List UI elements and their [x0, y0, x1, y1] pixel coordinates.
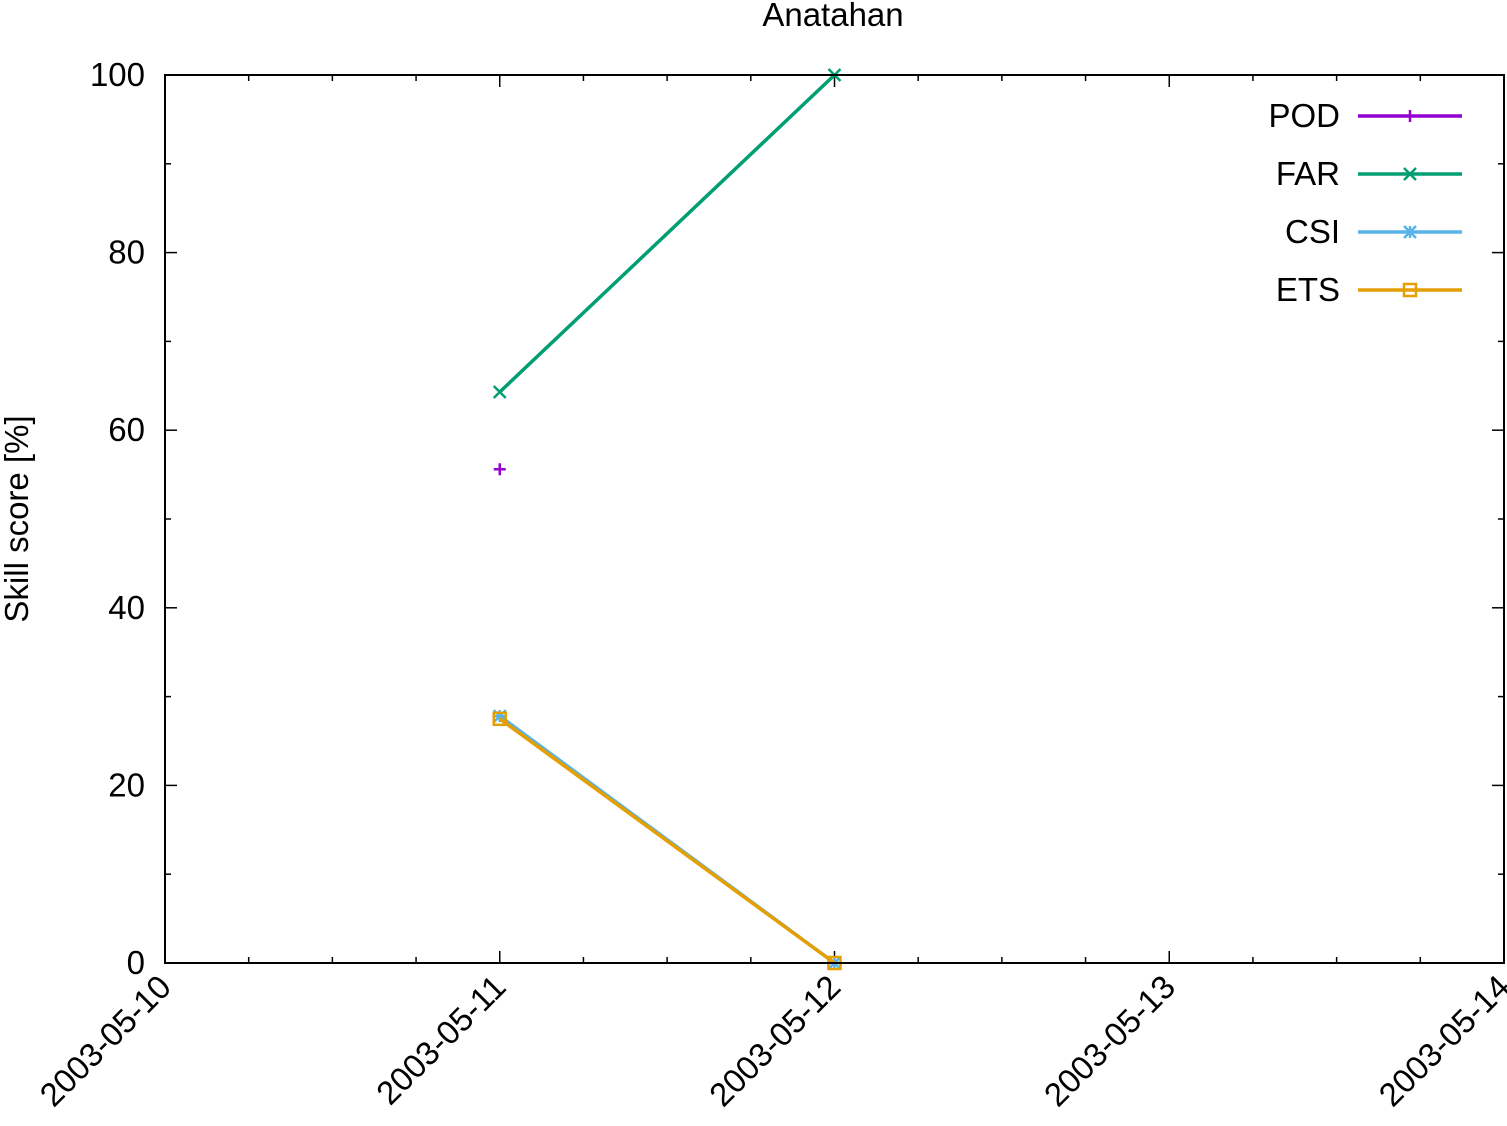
y-tick-label: 0 — [127, 944, 145, 981]
data-point-ets — [492, 711, 507, 727]
series-line-far — [498, 73, 836, 394]
x-tick-label: 2003-05-12 — [702, 968, 848, 1114]
y-tick-label: 100 — [90, 56, 145, 93]
legend-label: ETS — [1276, 271, 1340, 308]
series-line-ets — [498, 717, 836, 965]
legend-label: POD — [1268, 97, 1340, 134]
legend-label: CSI — [1285, 213, 1340, 250]
legend-label: FAR — [1276, 155, 1340, 192]
x-tick-label: 2003-05-10 — [32, 968, 178, 1114]
y-tick-label: 20 — [108, 766, 145, 803]
legend: POD FAR CSI ETS — [1268, 97, 1462, 308]
plot-frame — [164, 74, 1505, 964]
x-tick-label: 2003-05-14 — [1371, 968, 1507, 1114]
legend-marker-ets — [1402, 282, 1418, 298]
chart-title: Anatahan — [762, 0, 903, 33]
y-axis-title: Skill score [%] — [0, 415, 35, 622]
legend-marker-pod — [1404, 110, 1416, 122]
plot-series — [492, 68, 842, 971]
data-point-pod — [493, 463, 506, 476]
x-tick-label: 2003-05-13 — [1037, 968, 1183, 1114]
data-point-far — [492, 385, 507, 399]
legend-marker-csi — [1403, 225, 1417, 239]
y-tick-label: 40 — [108, 589, 145, 626]
x-tick-label: 2003-05-11 — [369, 968, 513, 1112]
y-tick-label: 60 — [108, 411, 145, 448]
legend-marker-far — [1403, 167, 1417, 181]
y-tick-label: 80 — [108, 234, 145, 271]
